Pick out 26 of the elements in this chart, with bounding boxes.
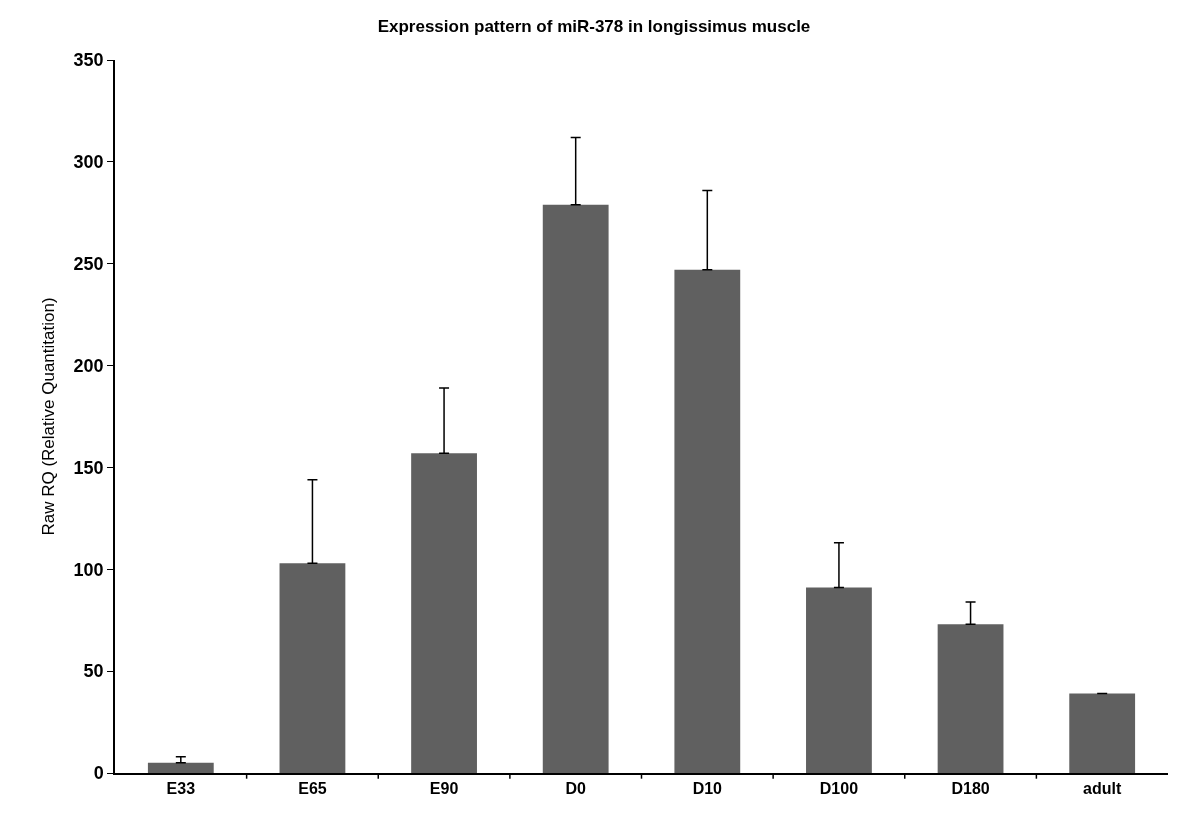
bar — [806, 587, 872, 773]
x-tick-label: D10 — [692, 779, 723, 797]
x-tick-label: D180 — [951, 779, 990, 797]
bar — [542, 204, 609, 773]
x-tick-label: D100 — [819, 779, 859, 797]
y-tick-label: 250 — [73, 254, 104, 275]
y-tick-label: 0 — [93, 763, 104, 784]
x-tick-label: E65 — [298, 779, 327, 797]
y-axis-title: Raw RQ (Relative Quantitation) — [38, 297, 58, 536]
bar — [937, 624, 1004, 773]
y-tick-label: 350 — [73, 50, 104, 71]
x-tick-label: E33 — [166, 779, 196, 797]
bar — [279, 563, 346, 773]
y-tick-label: 150 — [73, 457, 104, 478]
chart-title: Expression pattern of miR-378 in longissimus muscle — [377, 17, 811, 37]
bar — [147, 762, 214, 773]
bar — [1069, 693, 1136, 773]
bar — [674, 269, 741, 773]
x-tick-label: D0 — [565, 779, 587, 797]
y-tick-label: 200 — [73, 355, 104, 376]
bar — [411, 453, 477, 773]
x-tick-label: adult — [1083, 779, 1122, 797]
y-tick-label: 100 — [73, 559, 104, 580]
y-tick-label: 300 — [73, 152, 104, 173]
y-tick-label: 50 — [83, 661, 104, 682]
x-tick-label: E90 — [429, 779, 459, 797]
